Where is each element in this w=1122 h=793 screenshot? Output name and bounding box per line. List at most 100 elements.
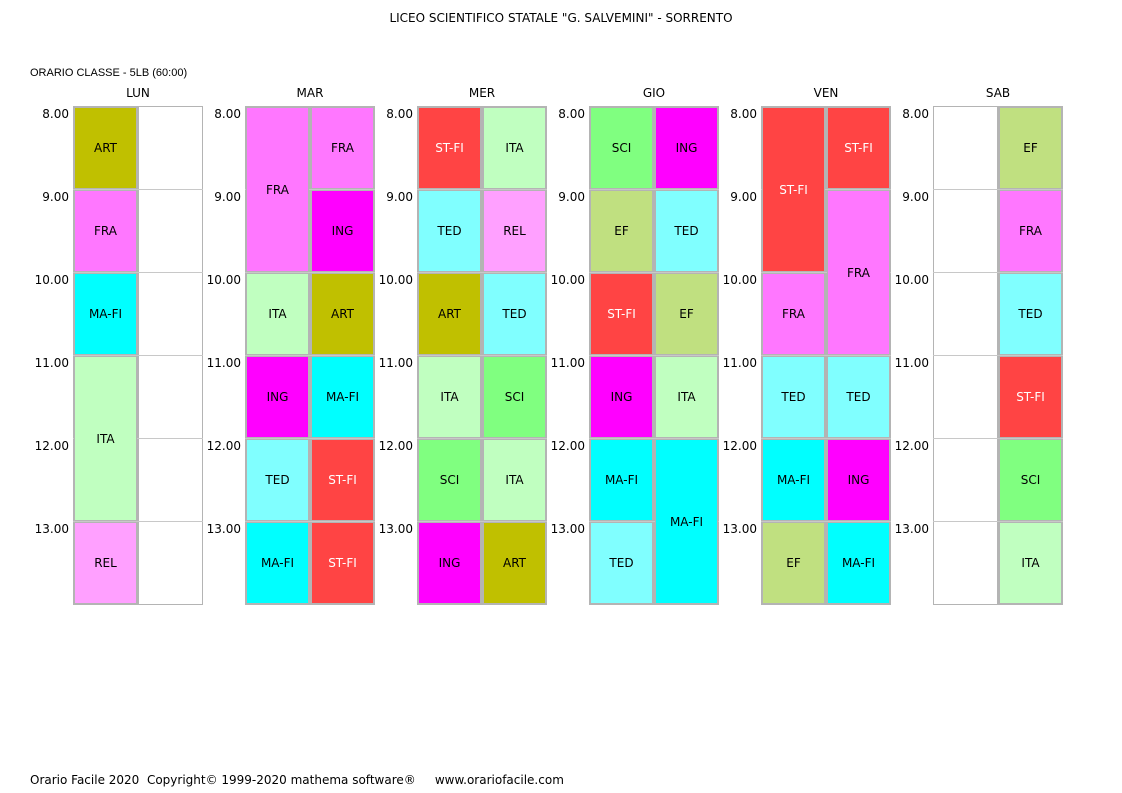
slot-divider [826,189,891,190]
slot-divider [138,521,203,522]
slot-divider [245,355,310,356]
lesson-cell[interactable]: ST-FI [999,356,1062,438]
lesson-cell[interactable]: REL [74,522,137,604]
hour-label: 11.00 [550,356,585,370]
lesson-cell[interactable]: ITA [483,107,546,189]
lesson-cell[interactable]: ST-FI [590,273,653,355]
lesson-cell[interactable]: SCI [418,439,481,521]
lesson-cell[interactable]: REL [483,190,546,272]
lesson-cell[interactable]: ITA [74,356,137,521]
slot-divider [998,272,1063,273]
hour-label: 9.00 [902,190,929,204]
hour-label: 8.00 [730,107,757,121]
lesson-cell[interactable]: MA-FI [246,522,309,604]
lesson-cell[interactable]: TED [418,190,481,272]
hour-label: 10.00 [206,273,241,287]
lesson-cell[interactable]: ING [590,356,653,438]
hour-label: 11.00 [34,356,69,370]
lesson-cell[interactable]: FRA [999,190,1062,272]
class-label: ORARIO CLASSE - 5LB (60:00) [30,67,188,79]
slot-divider [482,189,547,190]
lesson-cell[interactable]: ING [246,356,309,438]
slot-divider [482,355,547,356]
lesson-cell[interactable]: TED [483,273,546,355]
lesson-cell[interactable]: FRA [74,190,137,272]
hour-label: 12.00 [206,439,241,453]
lesson-cell[interactable]: MA-FI [74,273,137,355]
hour-label: 12.00 [34,439,69,453]
slot-divider [245,272,310,273]
lesson-cell[interactable]: EF [999,107,1062,189]
lesson-cell[interactable]: ITA [246,273,309,355]
slot-divider [933,438,998,439]
lesson-cell[interactable]: ING [827,439,890,521]
slot-divider [417,272,482,273]
hour-label: 10.00 [894,273,929,287]
slot-divider [482,521,547,522]
lesson-cell[interactable]: TED [827,356,890,438]
lesson-cell[interactable]: ING [418,522,481,604]
slot-divider [933,189,998,190]
lesson-cell[interactable]: ING [655,107,718,189]
lesson-cell[interactable]: EF [762,522,825,604]
hour-label: 11.00 [206,356,241,370]
lesson-cell[interactable]: MA-FI [311,356,374,438]
hour-label: 11.00 [378,356,413,370]
lesson-cell[interactable]: SCI [999,439,1062,521]
lesson-cell[interactable]: TED [246,439,309,521]
lesson-cell[interactable]: ITA [999,522,1062,604]
lesson-cell[interactable]: ITA [655,356,718,438]
day-header-gio: GIO [642,86,666,100]
slot-divider [310,521,375,522]
lesson-cell[interactable]: TED [655,190,718,272]
slot-divider [654,355,719,356]
slot-divider [998,438,1063,439]
slot-divider [933,272,998,273]
hour-label: 9.00 [42,190,69,204]
slot-divider [654,189,719,190]
lesson-cell[interactable]: SCI [590,107,653,189]
lesson-cell[interactable]: TED [999,273,1062,355]
lesson-cell[interactable]: ST-FI [311,522,374,604]
lesson-cell[interactable]: FRA [311,107,374,189]
hour-label: 13.00 [206,522,241,536]
slot-divider [482,438,547,439]
hour-label: 11.00 [894,356,929,370]
lesson-cell[interactable]: ART [311,273,374,355]
lesson-cell[interactable]: MA-FI [827,522,890,604]
lesson-cell[interactable]: ST-FI [311,439,374,521]
slot-divider [826,438,891,439]
lesson-cell[interactable]: FRA [827,190,890,355]
lesson-cell[interactable]: ART [418,273,481,355]
hour-label: 13.00 [894,522,929,536]
lesson-cell[interactable]: ART [483,522,546,604]
lesson-cell[interactable]: ITA [483,439,546,521]
lesson-cell[interactable]: FRA [762,273,825,355]
lesson-cell[interactable]: FRA [246,107,309,272]
lesson-cell[interactable]: ING [311,190,374,272]
slot-divider [654,272,719,273]
lesson-cell[interactable]: TED [762,356,825,438]
lesson-cell[interactable]: SCI [483,356,546,438]
slot-divider [310,438,375,439]
lesson-cell[interactable]: TED [590,522,653,604]
lesson-cell[interactable]: ST-FI [418,107,481,189]
lesson-cell[interactable]: ITA [418,356,481,438]
lesson-cell[interactable]: MA-FI [590,439,653,521]
slot-divider [589,189,654,190]
lesson-cell[interactable]: ST-FI [827,107,890,189]
lesson-cell[interactable]: MA-FI [655,439,718,604]
hour-label: 9.00 [730,190,757,204]
lesson-cell[interactable]: ST-FI [762,107,825,272]
lesson-cell[interactable]: ART [74,107,137,189]
slot-divider [589,438,654,439]
hour-label: 8.00 [386,107,413,121]
lesson-cell[interactable]: EF [655,273,718,355]
slot-divider [933,521,998,522]
slot-divider [417,189,482,190]
slot-divider [998,355,1063,356]
lesson-cell[interactable]: EF [590,190,653,272]
lesson-cell[interactable]: MA-FI [762,439,825,521]
footer-copyright: Orario Facile 2020 Copyright© 1999-2020 … [30,773,564,787]
slot-divider [310,272,375,273]
